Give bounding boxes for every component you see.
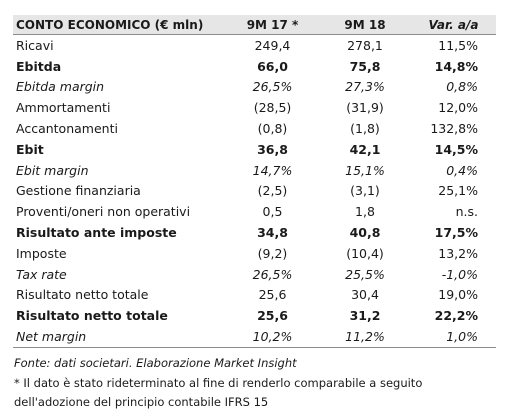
cell-9m18: 278,1 xyxy=(347,37,383,53)
row-label: Ebit xyxy=(16,141,44,157)
cell-9m17: 14,7% xyxy=(252,162,293,178)
table-row: Ammortamenti (28,5) (31,9) 12,0% xyxy=(13,97,496,118)
cell-var: 11,5% xyxy=(438,37,478,53)
cell-9m17: (2,5) xyxy=(257,183,288,199)
cell-9m17: (0,8) xyxy=(257,121,288,137)
cell-9m18: 30,4 xyxy=(351,287,379,303)
row-label: Gestione finanziaria xyxy=(16,183,141,199)
table-row: Imposte (9,2) (10,4) 13,2% xyxy=(13,243,496,264)
cell-9m17: 36,8 xyxy=(257,141,288,157)
table-row: Ebit 36,8 42,1 14,5% xyxy=(13,139,496,160)
row-label: Proventi/oneri non operativi xyxy=(16,204,191,220)
cell-var: 25,1% xyxy=(438,183,478,199)
table-row: Ebit margin 14,7% 15,1% 0,4% xyxy=(13,160,496,181)
cell-9m18: 75,8 xyxy=(349,58,381,74)
cell-9m17: 26,5% xyxy=(252,266,293,282)
cell-var: 0,4% xyxy=(446,162,478,178)
table-row: Tax rate 26,5% 25,5% -1,0% xyxy=(13,264,496,285)
footnote-line-1: * Il dato è stato rideterminato al fine … xyxy=(14,375,423,390)
header-9m17: 9M 17 * xyxy=(226,15,319,35)
cell-9m18: 15,1% xyxy=(345,162,385,178)
table-row: Gestione finanziaria (2,5) (3,1) 25,1% xyxy=(13,181,496,202)
row-label: Net margin xyxy=(13,326,226,348)
table-row: Ebitda margin 26,5% 27,3% 0,8% xyxy=(13,77,496,98)
cell-9m17: 26,5% xyxy=(252,79,293,95)
footnote-line-2: dell'adozione del principio contabile IF… xyxy=(14,395,269,409)
cell-var: -1,0% xyxy=(441,266,478,282)
cell-9m18: 42,1 xyxy=(349,141,381,157)
cell-var: 14,8% xyxy=(434,58,478,74)
cell-var: n.s. xyxy=(455,204,478,220)
cell-9m18: 31,2 xyxy=(349,308,381,324)
cell-9m18: 40,8 xyxy=(349,225,381,241)
header-conto-economico: CONTO ECONOMICO (€ mln) xyxy=(13,15,226,35)
source-note: Fonte: dati societari. Elaborazione Mark… xyxy=(14,356,297,370)
header-var: Var. a/a xyxy=(411,15,496,35)
cell-var: 132,8% xyxy=(430,121,478,137)
cell-var: 12,0% xyxy=(438,100,478,116)
table-row: Proventi/oneri non operativi 0,5 1,8 n.s. xyxy=(13,201,496,222)
row-label: Ebit margin xyxy=(16,162,89,178)
cell-9m18: 11,2% xyxy=(319,326,411,348)
row-label: Ebitda margin xyxy=(16,79,105,95)
row-label: Risultato netto totale xyxy=(16,308,168,324)
header-9m18: 9M 18 xyxy=(319,15,411,35)
cell-var: 22,2% xyxy=(434,308,478,324)
table-row: Accantonamenti (0,8) (1,8) 132,8% xyxy=(13,118,496,139)
cell-9m17: (9,2) xyxy=(257,245,288,261)
cell-9m18: (31,9) xyxy=(346,100,384,116)
table-row: Net margin 10,2% 11,2% 1,0% xyxy=(13,326,496,348)
table-row: Ebitda 66,0 75,8 14,8% xyxy=(13,56,496,77)
cell-9m18: (10,4) xyxy=(346,245,384,261)
cell-9m17: 66,0 xyxy=(257,58,288,74)
table-body: Ricavi 249,4 278,1 11,5% Ebitda 66,0 75,8 14,8%… xyxy=(13,35,496,348)
table-row: Risultato netto totale 25,6 30,4 19,0% xyxy=(13,285,496,306)
row-label: Risultato netto totale xyxy=(16,287,149,303)
cell-9m18: 27,3% xyxy=(345,79,385,95)
row-label: Risultato ante imposte xyxy=(16,225,177,241)
income-statement-table: CONTO ECONOMICO (€ mln) 9M 17 * 9M 18 Va… xyxy=(13,15,496,348)
cell-9m17: (28,5) xyxy=(253,100,292,116)
cell-9m18: (1,8) xyxy=(350,121,380,137)
cell-var: 0,8% xyxy=(446,79,478,95)
row-label: Ricavi xyxy=(16,37,54,53)
table-row: Risultato ante imposte 34,8 40,8 17,5% xyxy=(13,222,496,243)
row-label: Imposte xyxy=(16,245,67,261)
cell-9m18: 1,8 xyxy=(355,204,375,220)
cell-var: 19,0% xyxy=(438,287,478,303)
cell-9m18: 25,5% xyxy=(345,266,385,282)
cell-var: 13,2% xyxy=(438,245,478,261)
cell-9m18: (3,1) xyxy=(350,183,380,199)
cell-9m17: 10,2% xyxy=(226,326,319,348)
table-header-row: CONTO ECONOMICO (€ mln) 9M 17 * 9M 18 Va… xyxy=(13,15,496,35)
cell-9m17: 0,5 xyxy=(262,204,283,220)
cell-var: 17,5% xyxy=(434,225,478,241)
cell-9m17: 249,4 xyxy=(254,37,291,53)
cell-var: 1,0% xyxy=(411,326,496,348)
row-label: Accantonamenti xyxy=(16,121,118,137)
table-row: Risultato netto totale 25,6 31,2 22,2% xyxy=(13,305,496,326)
cell-9m17: 25,6 xyxy=(257,308,288,324)
cell-var: 14,5% xyxy=(434,141,478,157)
row-label: Tax rate xyxy=(16,266,67,282)
row-label: Ammortamenti xyxy=(16,100,111,116)
row-label: Ebitda xyxy=(16,58,62,74)
notes: Fonte: dati societari. Elaborazione Mark… xyxy=(14,354,494,413)
cell-9m17: 25,6 xyxy=(258,287,287,303)
cell-9m17: 34,8 xyxy=(257,225,288,241)
table-row: Ricavi 249,4 278,1 11,5% xyxy=(13,35,496,56)
